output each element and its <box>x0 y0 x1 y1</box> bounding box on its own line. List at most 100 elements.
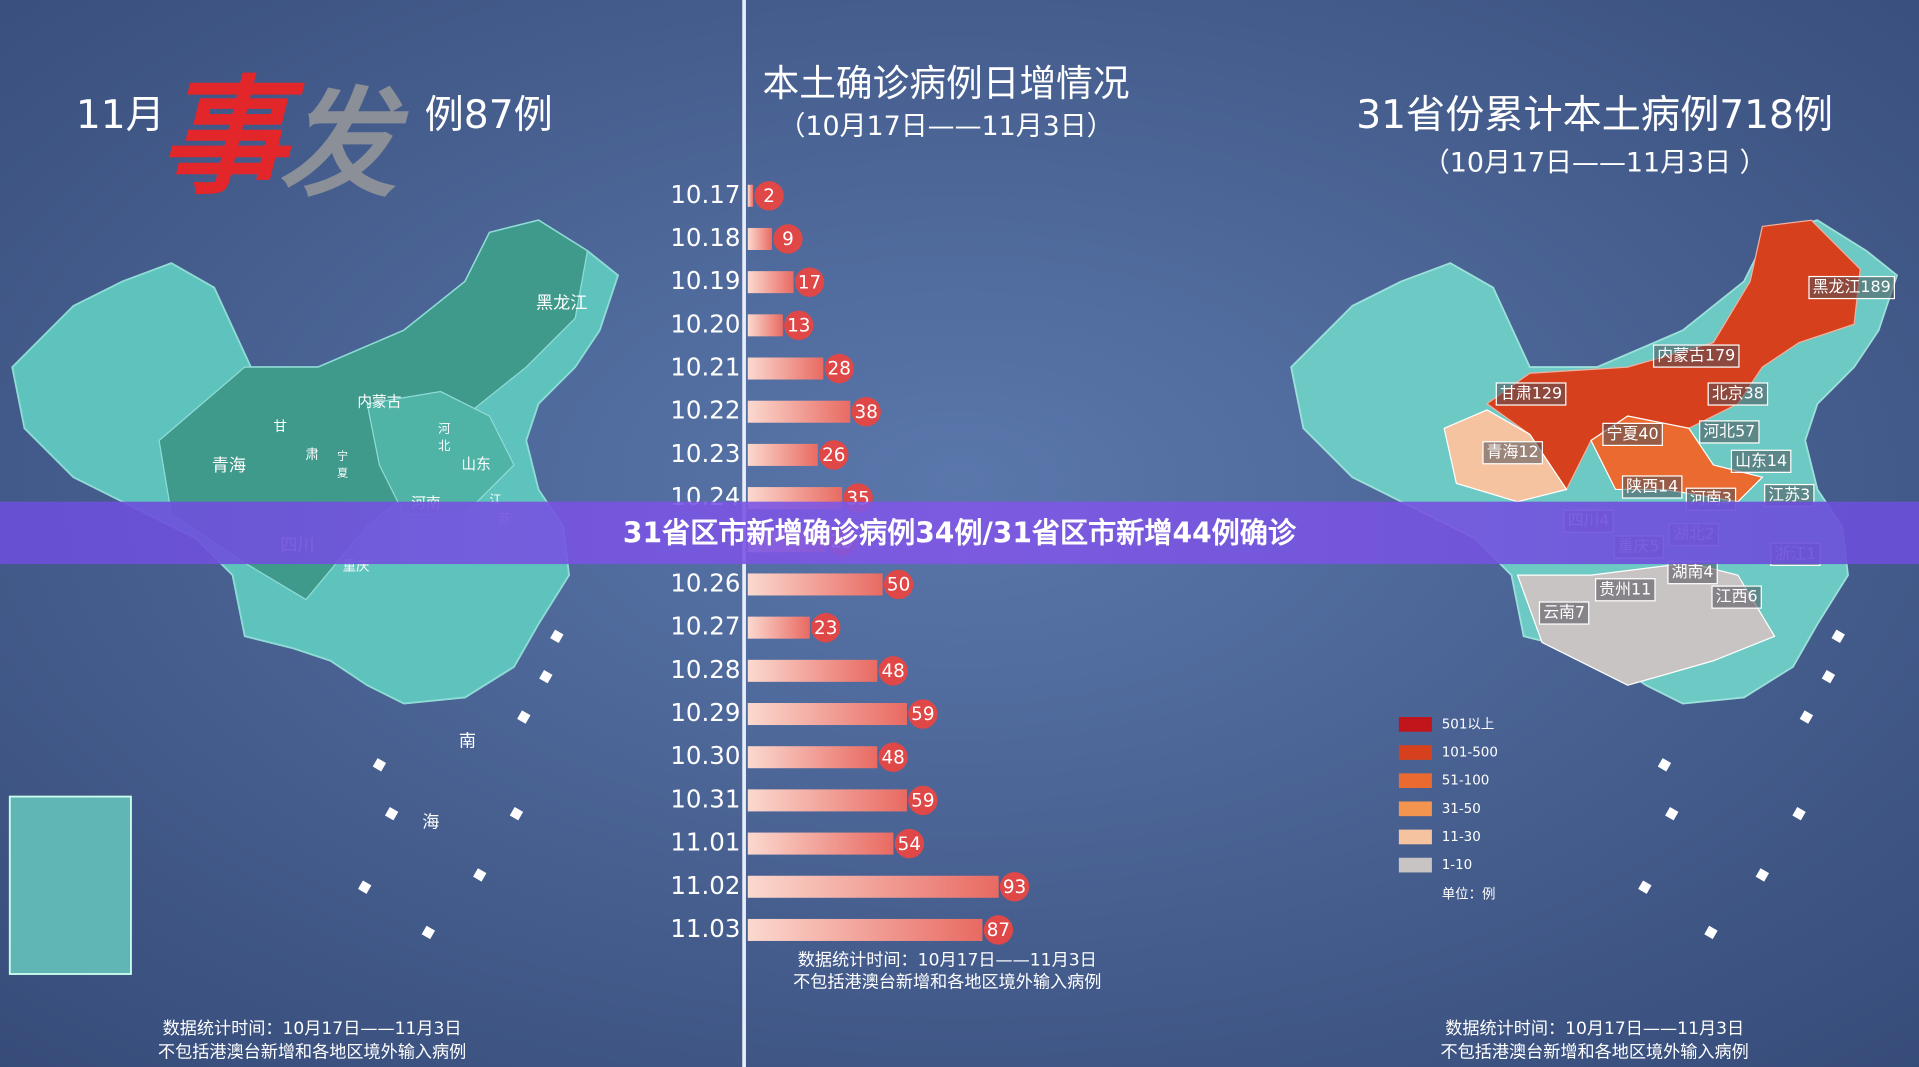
island <box>1755 868 1770 882</box>
map-label-box <box>1621 475 1683 499</box>
value-badge <box>819 440 849 470</box>
map-label: 山东 <box>461 456 490 473</box>
footnote: 不包括港澳台新增和各地区境外输入病例 <box>158 1042 466 1062</box>
map-label: 海 <box>422 812 439 832</box>
bar <box>747 357 824 380</box>
legend-swatch <box>1398 745 1432 760</box>
island <box>517 710 531 724</box>
bar <box>747 918 983 941</box>
island <box>1831 629 1845 643</box>
value-badge <box>878 656 908 686</box>
bar <box>747 789 907 812</box>
legend-swatch <box>1398 857 1432 873</box>
category-label: 11.01 <box>670 828 740 857</box>
category-label: 10.30 <box>670 741 740 770</box>
banner <box>0 501 1919 565</box>
logo: 事 <box>159 64 305 212</box>
bar <box>747 314 783 337</box>
legend-label: 11-30 <box>1442 830 1481 845</box>
bar <box>747 184 754 207</box>
banner-text: 31省区市新增确诊病例34例/31省区市新增44例确诊 <box>623 517 1297 550</box>
legend-unit: 单位：例 <box>1442 886 1496 902</box>
bar <box>747 616 810 639</box>
value-badge <box>878 742 908 772</box>
island <box>550 629 564 643</box>
map-label: 黑龙江189 <box>1813 277 1891 296</box>
map-label: 夏 <box>337 467 348 480</box>
footnote: 数据统计时间：10月17日——11月3日 <box>1445 1019 1744 1039</box>
island <box>372 758 387 772</box>
bar <box>747 746 878 769</box>
chart-title: 本土确诊病例日增情况 <box>763 62 1130 105</box>
category-label: 10.28 <box>670 655 740 684</box>
footnote: 不包括港澳台新增和各地区境外输入病例 <box>793 973 1101 993</box>
map-label: 贵州11 <box>1599 579 1651 598</box>
map-label: 河 <box>438 422 450 436</box>
island <box>1704 925 1718 940</box>
legend-label: 501以上 <box>1442 716 1495 732</box>
map-label-box <box>1699 420 1760 444</box>
value-badge <box>883 569 914 600</box>
value-badge <box>851 397 881 427</box>
bar <box>747 875 999 898</box>
content: 11月例87例事发黑龙江内蒙古甘肃青海宁夏河北山东河南江苏四川重庆南海数据统计时… <box>0 62 1919 1062</box>
legend-label: 1-10 <box>1442 858 1473 873</box>
map-region <box>366 390 515 515</box>
map-label-box <box>1707 382 1769 406</box>
bar <box>747 443 818 466</box>
map-label-box <box>1652 344 1740 368</box>
value-badge <box>894 828 925 859</box>
map-label-box <box>1538 601 1590 625</box>
map-label-box <box>1594 578 1656 602</box>
map-label: 甘 <box>274 419 287 435</box>
data-label: 54 <box>898 834 921 855</box>
legend-swatch <box>1398 829 1432 845</box>
data-label: 13 <box>787 316 810 337</box>
category-label: 10.19 <box>670 266 740 295</box>
map-label: 河北57 <box>1703 421 1755 440</box>
island <box>421 925 436 940</box>
map-label-box <box>1730 449 1792 473</box>
data-label: 87 <box>987 920 1010 941</box>
category-label: 10.20 <box>670 309 740 338</box>
value-badge <box>773 224 803 254</box>
bar <box>747 573 883 596</box>
island <box>1821 669 1836 684</box>
data-label: 2 <box>763 186 775 207</box>
map-label-box <box>1711 585 1762 609</box>
bar <box>747 271 794 294</box>
legend-swatch <box>1398 717 1432 732</box>
value-badge <box>754 181 784 211</box>
map-label: 北 <box>438 439 450 453</box>
logo: 发 <box>279 76 409 213</box>
map-label: 陕西14 <box>1626 477 1678 496</box>
data-label: 23 <box>814 618 837 639</box>
footnote: 数据统计时间：10月17日——11月3日 <box>163 1019 462 1039</box>
island <box>384 807 399 821</box>
category-label: 10.27 <box>670 612 740 641</box>
map-label: 甘肃129 <box>1500 384 1562 403</box>
island <box>509 807 524 821</box>
island <box>1638 880 1652 894</box>
map-label: 江西6 <box>1716 587 1758 606</box>
bar <box>747 227 773 250</box>
data-label: 17 <box>798 272 821 293</box>
legend-label: 101-500 <box>1442 746 1498 761</box>
left-title: 11月 <box>76 93 165 138</box>
map-label-box <box>1482 441 1543 465</box>
map-label: 黑龙江 <box>536 293 587 313</box>
category-label: 10.31 <box>670 784 740 813</box>
legend-swatch <box>1398 801 1432 817</box>
right-title: 31省份累计本土病例718例 <box>1356 93 1833 138</box>
value-badge <box>908 699 938 729</box>
data-label: 48 <box>882 661 905 682</box>
legend-label: 31-50 <box>1442 802 1481 817</box>
island <box>358 880 372 894</box>
map-label: 内蒙古179 <box>1657 346 1735 365</box>
map-label: 肃 <box>305 447 318 463</box>
island <box>1657 758 1672 772</box>
category-label: 10.23 <box>670 439 740 468</box>
value-badge <box>784 310 814 341</box>
right-subtitle: （10月17日——11月3日 ） <box>1423 147 1767 178</box>
data-label: 59 <box>911 704 934 725</box>
